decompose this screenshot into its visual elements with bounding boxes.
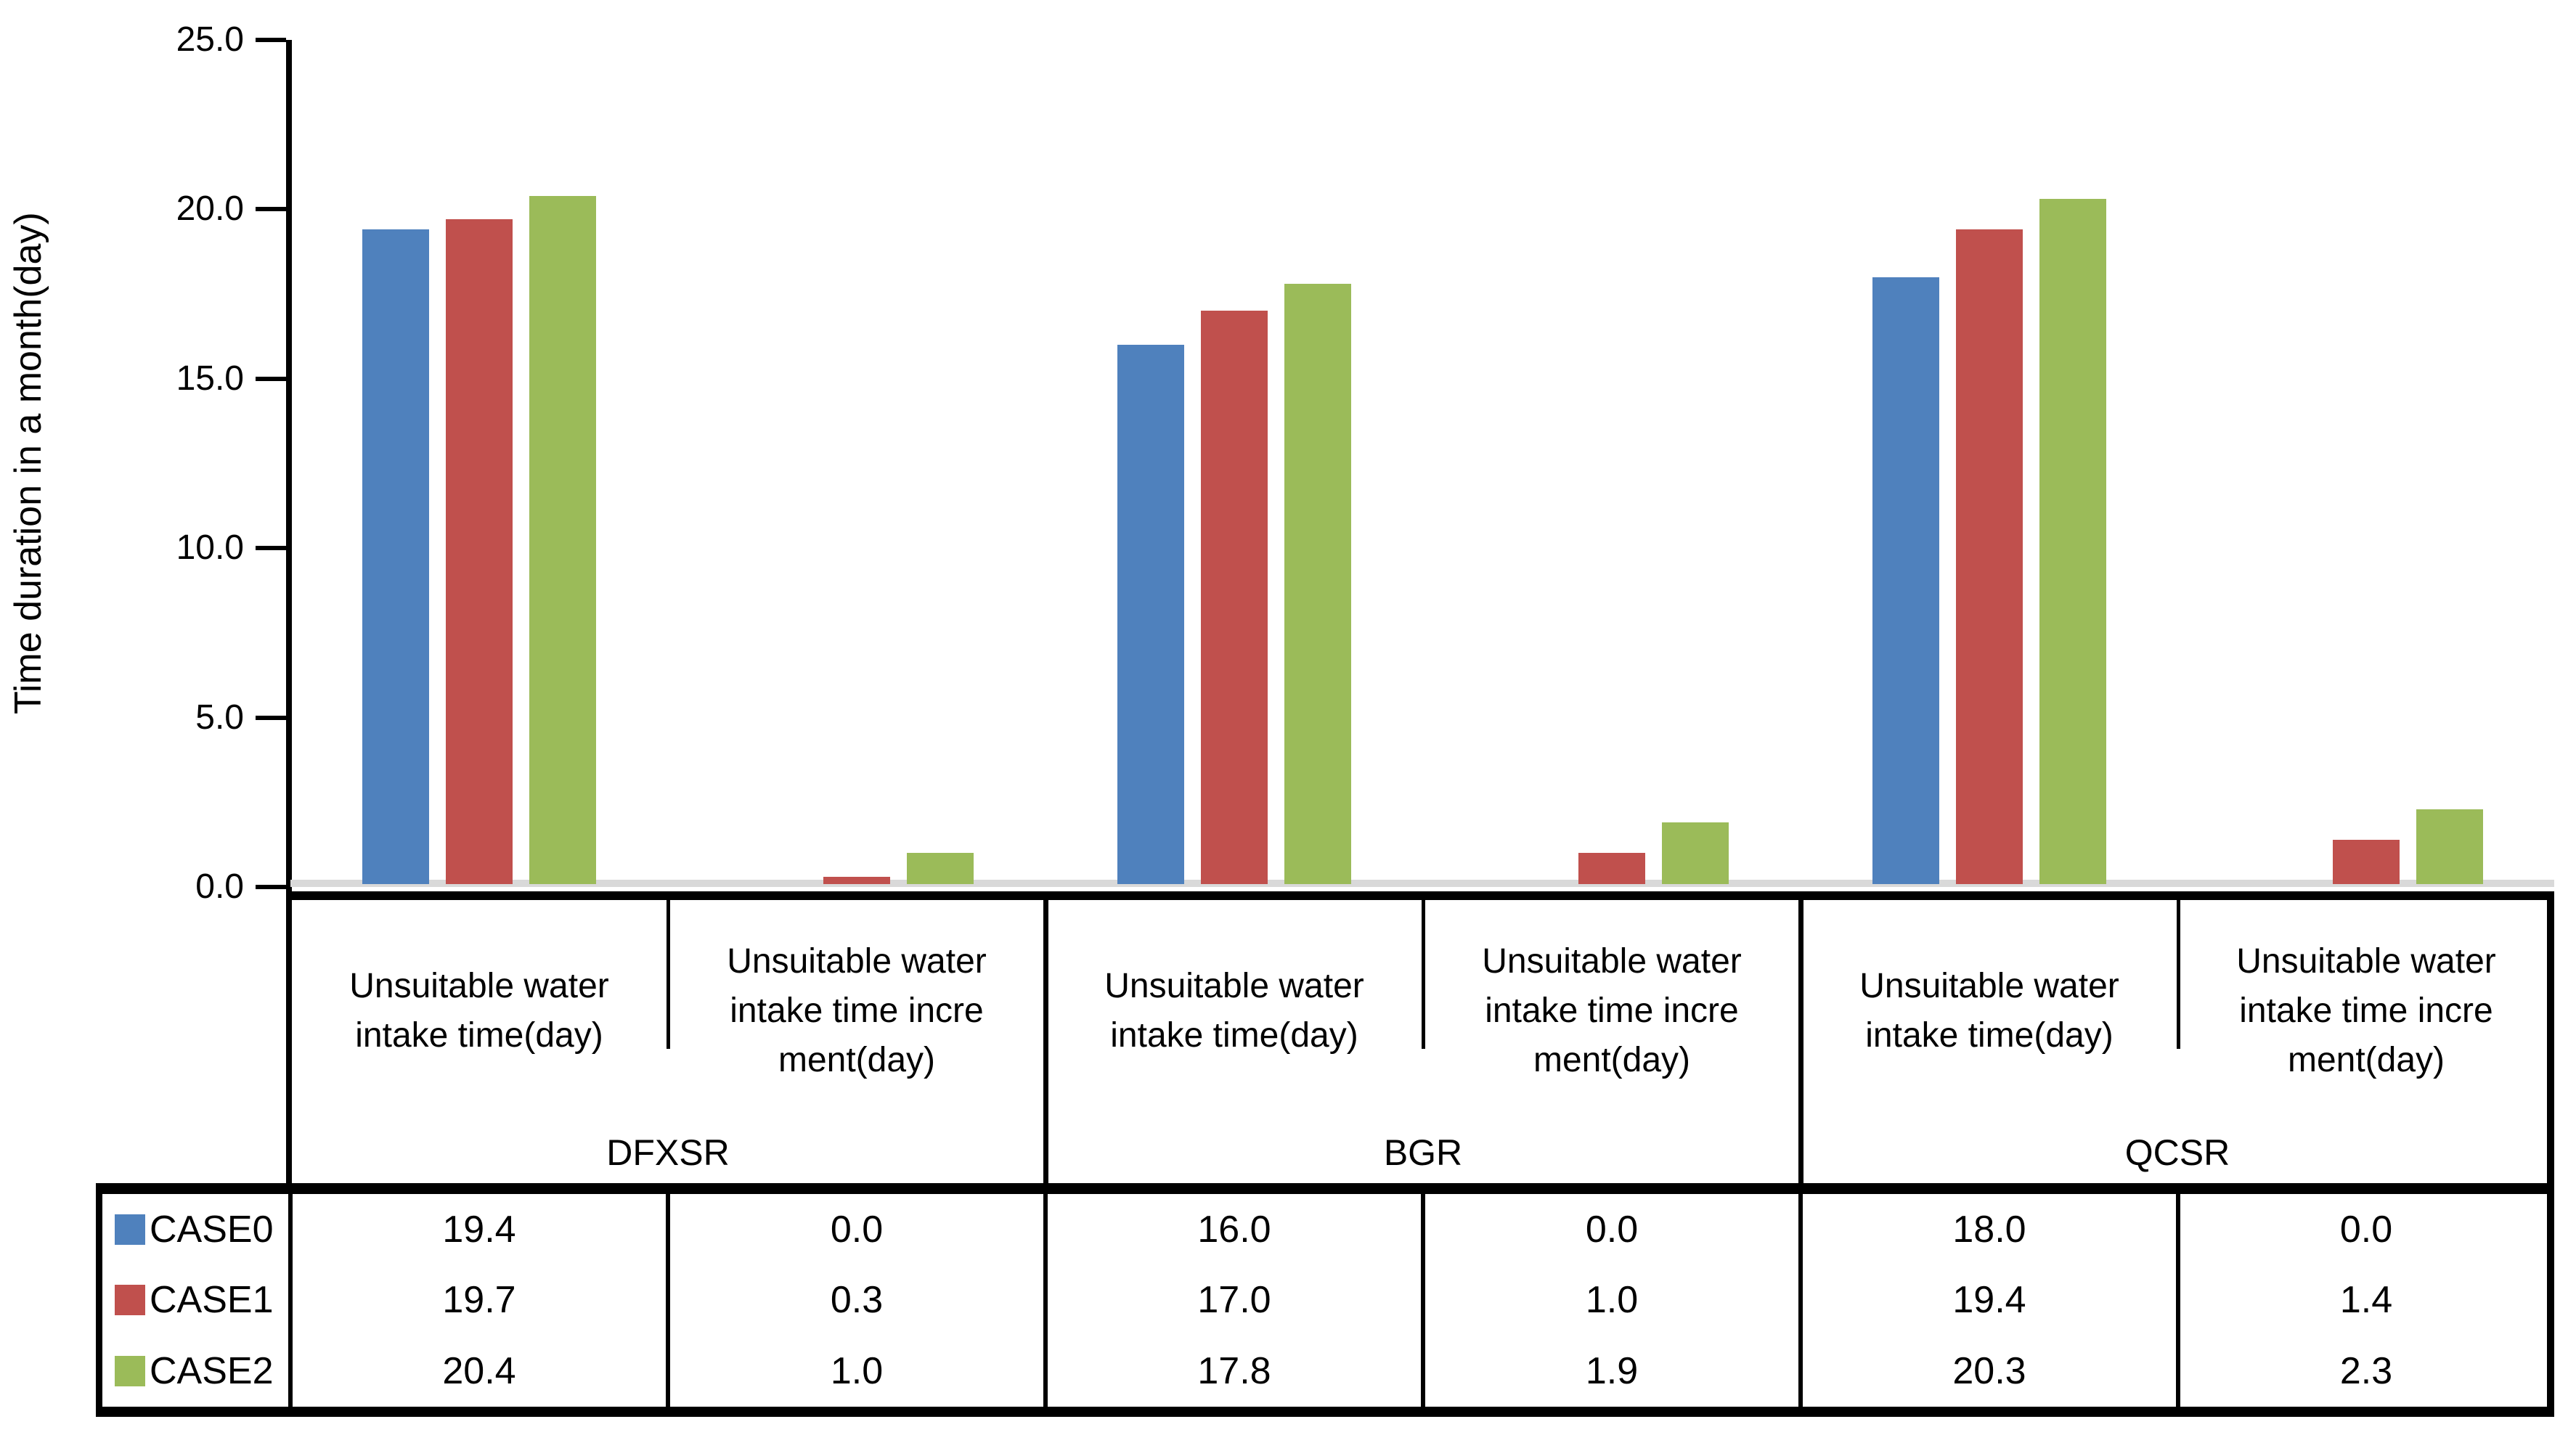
bar-case1-qcsr-increment: [2333, 840, 2400, 884]
table-bottom-border: [96, 1407, 2554, 1417]
value-cell-case2-bgr-intake: 17.8: [1197, 1350, 1271, 1392]
category-divider: [2177, 900, 2180, 1049]
bar-case2-qcsr-intake: [2039, 199, 2106, 884]
bar-case2-bgr-increment: [1662, 822, 1729, 884]
bar-case1-dfxsr-increment: [823, 877, 890, 884]
group-label-qcsr: QCSR: [2124, 1132, 2230, 1173]
value-cell-case0-qcsr-intake: 18.0: [1952, 1208, 2026, 1251]
category-label-bgr-increment: Unsuitable water intake time incre ment(…: [1482, 941, 1742, 1079]
category-label-dfxsr-intake: Unsuitable water intake time(day): [349, 966, 609, 1055]
y-tick: [256, 716, 286, 720]
y-tick: [256, 207, 286, 211]
table-right-border: [2547, 891, 2554, 1417]
bar-case2-dfxsr-intake: [529, 196, 596, 884]
value-cell-case0-dfxsr-intake: 19.4: [442, 1208, 516, 1251]
bar-case0-qcsr-intake: [1872, 277, 1939, 884]
bar-case1-qcsr-intake: [1956, 229, 2023, 884]
legend-item-case0: CASE0: [102, 1194, 290, 1264]
value-cell-case1-qcsr-increment: 1.4: [2339, 1279, 2393, 1321]
y-tick: [256, 38, 286, 42]
group-label-bgr: BGR: [1383, 1132, 1463, 1173]
value-cell-case0-dfxsr-increment: 0.0: [830, 1208, 884, 1251]
bar-case0-dfxsr-intake: [362, 229, 429, 884]
value-cell-case1-dfxsr-increment: 0.3: [830, 1279, 884, 1321]
value-cell-case0-qcsr-increment: 0.0: [2339, 1208, 2393, 1251]
legend-swatch-case0: [115, 1214, 145, 1245]
group-divider: [1798, 900, 1803, 1183]
y-tick-label: 5.0: [195, 698, 244, 737]
header-bottom-border: [96, 1183, 2554, 1194]
legend-label: CASE1: [150, 1279, 274, 1321]
y-tick-label: 15.0: [176, 359, 244, 398]
y-axis-line: [286, 40, 292, 900]
bar-case1-bgr-intake: [1201, 311, 1268, 884]
value-cell-case1-qcsr-intake: 19.4: [1952, 1279, 2026, 1321]
table-column-divider: [2176, 1194, 2180, 1407]
y-tick: [256, 377, 286, 381]
value-cell-case1-bgr-increment: 1.0: [1585, 1279, 1639, 1321]
table-left-border: [96, 1183, 102, 1417]
table-column-divider: [1043, 1194, 1048, 1407]
value-cell-case2-bgr-increment: 1.9: [1585, 1350, 1639, 1392]
table-column-divider: [1798, 1194, 1803, 1407]
y-tick-label: 25.0: [176, 20, 244, 59]
value-cell-case2-dfxsr-intake: 20.4: [442, 1350, 516, 1392]
value-cell-case1-bgr-intake: 17.0: [1197, 1279, 1271, 1321]
value-cell-case2-dfxsr-increment: 1.0: [830, 1350, 884, 1392]
value-cell-case2-qcsr-increment: 2.3: [2339, 1350, 2393, 1392]
y-tick-label: 10.0: [176, 528, 244, 567]
legend-label: CASE2: [150, 1350, 274, 1392]
value-cell-case0-bgr-increment: 0.0: [1585, 1208, 1639, 1251]
bar-case1-dfxsr-intake: [446, 219, 513, 884]
header-top-border: [286, 891, 2554, 900]
category-divider: [667, 900, 670, 1049]
x-axis-zero-line: [290, 880, 2554, 887]
legend-item-case1: CASE1: [102, 1264, 290, 1336]
y-tick-label: 0.0: [195, 867, 244, 906]
table-column-divider: [288, 1194, 293, 1407]
value-cell-case0-bgr-intake: 16.0: [1197, 1208, 1271, 1251]
group-label-dfxsr: DFXSR: [606, 1132, 730, 1173]
legend-item-case2: CASE2: [102, 1336, 290, 1407]
legend-swatch-case2: [115, 1356, 145, 1386]
value-cell-case1-dfxsr-intake: 19.7: [442, 1279, 516, 1321]
y-tick: [256, 546, 286, 550]
table-column-divider: [666, 1194, 670, 1407]
value-cell-case2-qcsr-intake: 20.3: [1952, 1350, 2026, 1392]
header-left-border: [286, 891, 292, 1194]
category-divider: [1422, 900, 1425, 1049]
category-label-bgr-intake: Unsuitable water intake time(day): [1104, 966, 1364, 1055]
category-label-qcsr-increment: Unsuitable water intake time incre ment(…: [2236, 941, 2496, 1079]
y-axis-title: Time duration in a month(day): [7, 212, 49, 715]
y-tick: [256, 885, 286, 889]
bar-case2-qcsr-increment: [2416, 809, 2483, 884]
group-divider: [1043, 900, 1048, 1183]
bar-case0-bgr-intake: [1117, 345, 1184, 884]
bar-case2-dfxsr-increment: [907, 853, 974, 884]
legend-swatch-case1: [115, 1285, 145, 1315]
bar-case1-bgr-increment: [1578, 853, 1645, 884]
category-label-dfxsr-increment: Unsuitable water intake time incre ment(…: [727, 941, 987, 1079]
bar-case2-bgr-intake: [1284, 284, 1351, 884]
category-label-qcsr-intake: Unsuitable water intake time(day): [1859, 966, 2119, 1055]
table-column-divider: [1421, 1194, 1425, 1407]
legend-label: CASE0: [150, 1208, 274, 1251]
y-tick-label: 20.0: [176, 189, 244, 228]
